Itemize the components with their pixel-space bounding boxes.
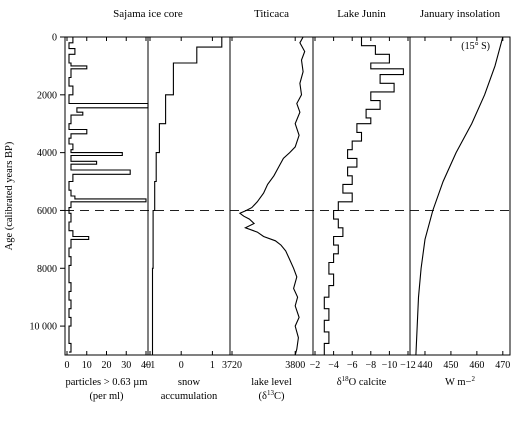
x-tick-label: 450 <box>443 360 458 371</box>
panel-frame-lake-junin <box>312 36 411 356</box>
y-tick-label: 10 000 <box>30 322 58 333</box>
panel-title-insolation: January insolation <box>420 8 501 20</box>
series-line-titicaca <box>238 36 306 356</box>
x-axis-label-insolation: W m−2 <box>445 375 475 388</box>
series-line-lake-junin <box>323 37 404 356</box>
x-tick-label: −8 <box>365 360 376 371</box>
panel-sajama-snow: −1 0 1 snow accumulation <box>145 36 231 402</box>
x-tick-label: −1 <box>145 360 156 371</box>
x-tick-label: 470 <box>495 360 510 371</box>
x-axis-label-sajama-snow: accumulation <box>161 391 218 402</box>
y-tick-label: 2000 <box>37 90 57 101</box>
panel-frame-sajama-particles <box>64 36 149 356</box>
panel-lake-junin: −2 −4 −6 −8 −10 −12 Lake Junin δ18O calcite <box>310 8 416 388</box>
x-axis-label-sajama-particles: particles > 0.63 µm <box>66 377 148 388</box>
y-tick-label: 4000 <box>37 148 57 159</box>
x-tick-label: 440 <box>417 360 432 371</box>
x-tick-label: −6 <box>347 360 358 371</box>
panel-titicaca: 3720 3800 Titicaca lake level(δ13C) <box>222 8 314 402</box>
x-tick-label: −2 <box>310 360 321 371</box>
y-tick-label: 6000 <box>37 206 57 217</box>
panel-title-lake-junin: Lake Junin <box>337 8 386 20</box>
panel-sajama-particles: 0 10 20 30 40 Sajama ice core particles > 0.63… <box>64 8 183 402</box>
y-axis-label: Age (calibrated years BP) <box>4 141 15 250</box>
x-tick-label: −4 <box>328 360 339 371</box>
x-axis-label-lake-junin: δ18O calcite <box>337 375 387 388</box>
x-tick-label: −10 <box>382 360 398 371</box>
x-axis-label-titicaca: lake level <box>251 377 292 388</box>
panel-title-titicaca: Titicaca <box>254 8 289 20</box>
panel-annotation-insolation: (15° S) <box>461 41 490 52</box>
x-tick-label: 3800 <box>285 360 305 371</box>
x-tick-label: 0 <box>179 360 184 371</box>
y-tick-label: 8000 <box>37 264 57 275</box>
y-tick-label: 0 <box>52 33 57 44</box>
panel-frame-sajama-snow <box>147 36 231 356</box>
x-axis-label-titicaca: (δ13C) <box>259 389 285 402</box>
x-tick-label: 40 <box>141 360 151 371</box>
x-tick-label: 10 <box>82 360 92 371</box>
x-tick-label: −12 <box>400 360 416 371</box>
series-line-insolation <box>415 36 504 356</box>
x-axis-label-sajama-snow: snow <box>178 377 201 388</box>
series-line-sajama-snow <box>151 37 223 355</box>
panel-insolation: 440 450 460 470 January insolation (15° S) W m… <box>409 8 511 388</box>
panel-frame-insolation <box>409 36 511 356</box>
x-tick-label: 1 <box>210 360 215 371</box>
x-tick-label: 30 <box>121 360 131 371</box>
x-tick-label: 0 <box>65 360 70 371</box>
x-tick-label: 20 <box>102 360 112 371</box>
panel-title-sajama-particles: Sajama ice core <box>113 8 183 20</box>
x-axis-label-sajama-particles: (per ml) <box>89 391 124 402</box>
x-tick-label: 3720 <box>222 360 242 371</box>
x-tick-label: 460 <box>469 360 484 371</box>
series-line-sajama-particles <box>68 37 149 353</box>
